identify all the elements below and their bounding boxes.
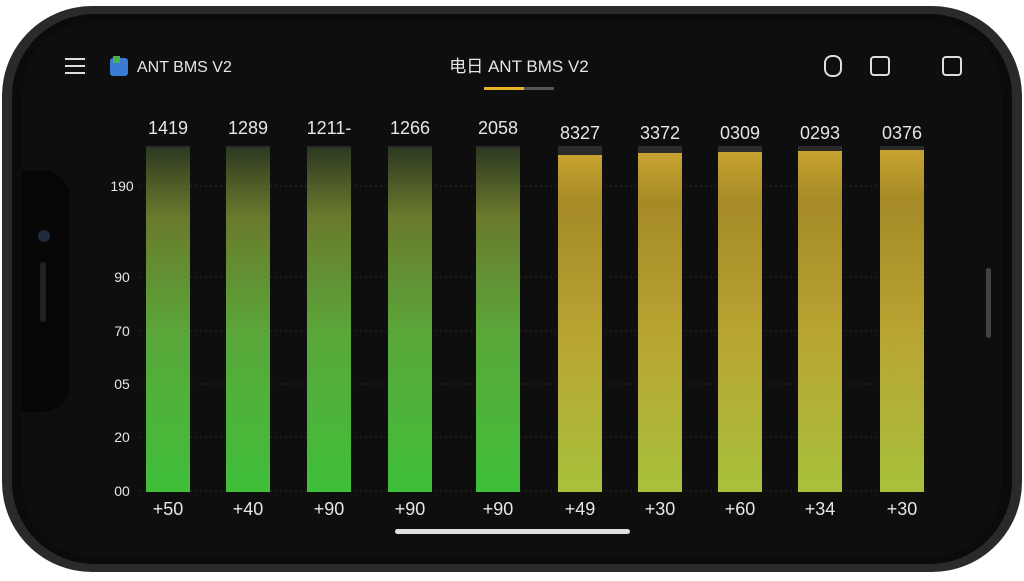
bar-bottom-label: +60 (725, 499, 756, 519)
bar-top-label: 8327 (560, 123, 600, 143)
bar-bottom-label: +34 (805, 499, 836, 519)
y-label: 70 (114, 323, 130, 339)
bar-bottom-label: +40 (233, 499, 264, 519)
bar-top-label: 1419 (148, 118, 188, 138)
bar-bottom-label: +90 (483, 499, 514, 519)
bar (476, 148, 520, 492)
bar-bottom-label: +90 (395, 499, 426, 519)
bar (880, 150, 924, 492)
bar-top-label: 3372 (640, 123, 680, 143)
tab-indicator-active[interactable] (484, 87, 524, 90)
speaker (40, 262, 46, 322)
bar-top-label: 2058 (478, 118, 518, 138)
bar (226, 148, 270, 492)
app-icon-part (113, 56, 120, 63)
bar-top-label: 0376 (882, 123, 922, 143)
y-label: 00 (114, 483, 130, 499)
bar-bottom-label: +30 (645, 499, 676, 519)
y-label: 20 (114, 429, 130, 445)
bar (638, 153, 682, 492)
bar-bottom-label: +50 (153, 499, 184, 519)
bar-top-label: 1289 (228, 118, 268, 138)
home-indicator (395, 529, 630, 534)
bar-top-label: 0293 (800, 123, 840, 143)
bar-bottom-label: +30 (887, 499, 918, 519)
bar-bottom-label: +90 (314, 499, 345, 519)
screen-title: 电日 ANT BMS V2 (449, 57, 589, 76)
bar-top-label: 0309 (720, 123, 760, 143)
bar (798, 151, 842, 492)
bar-top-label: 1266 (390, 118, 430, 138)
y-label: 90 (114, 269, 130, 285)
scroll-indicator (986, 268, 991, 338)
window-button[interactable] (870, 56, 890, 76)
add-button[interactable] (942, 56, 962, 76)
battery-button[interactable] (824, 55, 842, 77)
bar-bottom-label: +49 (565, 499, 596, 519)
bar (307, 148, 351, 492)
tab-indicator[interactable] (524, 87, 554, 90)
chart: 190 90 70 05 20 00 1419 +50 1289 +40 1211- +90 1266 +… (110, 118, 930, 519)
y-label: 190 (110, 178, 134, 194)
bar (558, 155, 602, 492)
menu-line (65, 58, 85, 60)
menu-line (65, 65, 85, 67)
bar-top-label: 1211- (307, 118, 352, 138)
camera (38, 230, 50, 242)
app-name: ANT BMS V2 (137, 59, 232, 76)
bar (388, 148, 432, 492)
bar (718, 152, 762, 492)
y-label: 05 (114, 376, 130, 392)
menu-button[interactable] (65, 58, 85, 74)
bar (146, 148, 190, 492)
menu-line (65, 72, 85, 74)
